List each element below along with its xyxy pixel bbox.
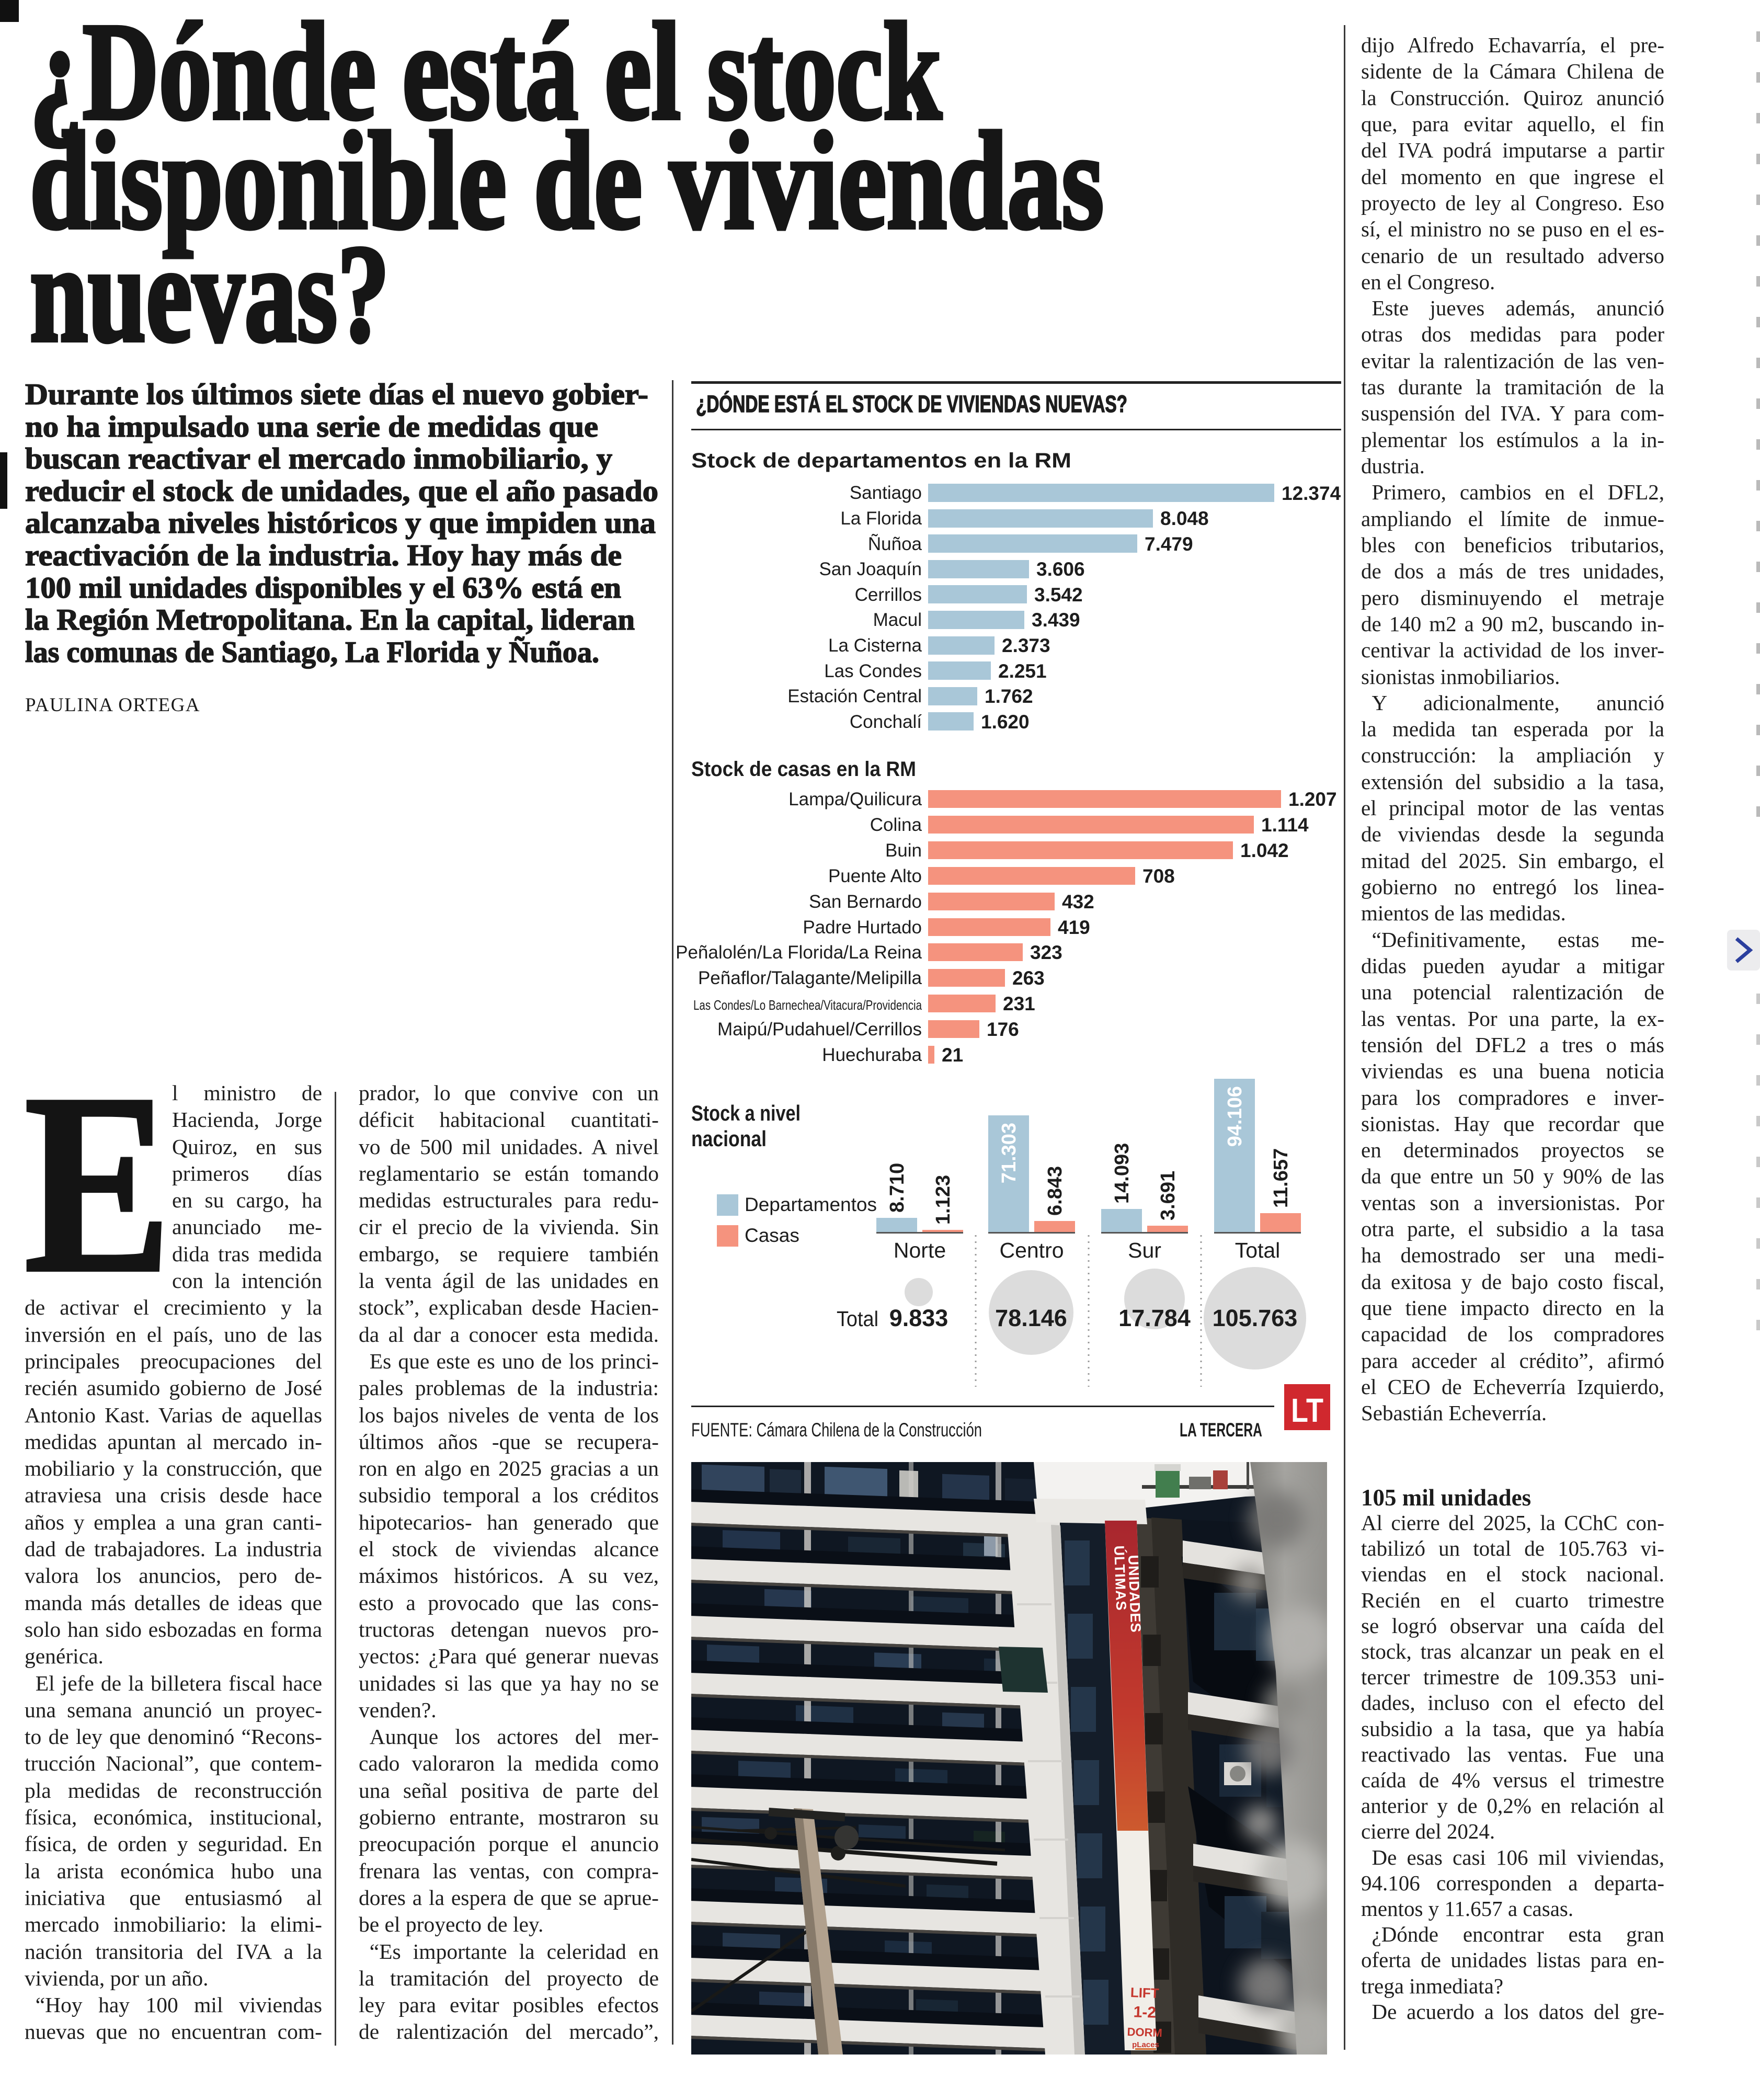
- svg-text:Macul: Macul: [873, 610, 922, 630]
- svg-text:432: 432: [1062, 891, 1094, 912]
- svg-text:ÚLTIMAS: ÚLTIMAS: [1111, 1545, 1129, 1611]
- svg-text:La Florida: La Florida: [840, 508, 922, 529]
- svg-text:Casas: Casas: [745, 1225, 799, 1246]
- svg-text:buscan reactivar el mercado in: buscan reactivar el mercado inmobiliario…: [25, 442, 612, 475]
- svg-text:3.439: 3.439: [1032, 609, 1080, 631]
- svg-text:las comunas de Santiago, La Fl: las comunas de Santiago, La Florida y Ñu…: [25, 636, 599, 669]
- svg-text:disponible de viviendas: disponible de viviendas: [30, 104, 1104, 258]
- svg-text:21: 21: [942, 1044, 963, 1066]
- svg-text:3.691: 3.691: [1157, 1171, 1179, 1220]
- svg-text:PAULINA ORTEGA: PAULINA ORTEGA: [25, 694, 200, 716]
- svg-text:Maipú/Pudahuel/Cerrillos: Maipú/Pudahuel/Cerrillos: [717, 1019, 922, 1040]
- svg-text:Lampa/Quilicura: Lampa/Quilicura: [788, 789, 922, 809]
- svg-text:DORM: DORM: [1127, 2025, 1162, 2039]
- svg-text:¿DÓNDE ESTÁ EL STOCK DE VIVIEN: ¿DÓNDE ESTÁ EL STOCK DE VIVIENDAS NUEVAS…: [696, 391, 1127, 417]
- svg-text:Puente Alto: Puente Alto: [828, 866, 922, 886]
- svg-text:78.146: 78.146: [995, 1305, 1067, 1331]
- svg-text:pLaces: pLaces: [1132, 2040, 1159, 2049]
- svg-text:FUENTE: Cámara Chilena de la C: FUENTE: Cámara Chilena de la Construcció…: [691, 1419, 982, 1441]
- svg-text:3.606: 3.606: [1036, 558, 1085, 580]
- svg-text:2.373: 2.373: [1002, 635, 1050, 656]
- svg-text:231: 231: [1003, 993, 1035, 1014]
- svg-text:14.093: 14.093: [1111, 1143, 1133, 1204]
- svg-text:Centro: Centro: [999, 1238, 1064, 1262]
- svg-text:2.251: 2.251: [998, 660, 1047, 682]
- svg-text:Norte: Norte: [894, 1238, 946, 1262]
- svg-text:419: 419: [1058, 917, 1090, 938]
- svg-text:Peñaflor/Talagante/Melipilla: Peñaflor/Talagante/Melipilla: [698, 968, 922, 988]
- svg-text:8.710: 8.710: [886, 1163, 908, 1213]
- svg-text:1.207: 1.207: [1288, 789, 1337, 810]
- svg-text:alcanzaba niveles históricos y: alcanzaba niveles históricos y que impid…: [25, 507, 656, 540]
- svg-text:9.833: 9.833: [889, 1305, 948, 1331]
- svg-text:Stock a nivel: Stock a nivel: [691, 1101, 801, 1125]
- svg-text:Total: Total: [1235, 1238, 1281, 1262]
- svg-text:La Cisterna: La Cisterna: [828, 635, 922, 656]
- svg-text:94.106: 94.106: [1224, 1086, 1246, 1147]
- svg-text:Santiago: Santiago: [850, 483, 922, 503]
- svg-text:LT: LT: [1291, 1391, 1323, 1429]
- svg-text:reducir el stock de unidades,: reducir el stock de unidades, que el año…: [25, 475, 658, 508]
- svg-text:E: E: [24, 1041, 172, 1326]
- svg-text:Las Condes/Lo Barnechea/Vitacu: Las Condes/Lo Barnechea/Vitacura/Provide…: [693, 997, 922, 1013]
- svg-text:1.123: 1.123: [932, 1175, 954, 1225]
- svg-text:Departamentos: Departamentos: [745, 1194, 877, 1215]
- svg-text:Sur: Sur: [1128, 1238, 1161, 1262]
- svg-text:1-2: 1-2: [1133, 2003, 1156, 2021]
- svg-text:1.114: 1.114: [1261, 814, 1309, 836]
- svg-text:la Región Metropolitana. En la: la Región Metropolitana. En la capital, …: [25, 603, 635, 636]
- svg-text:1.762: 1.762: [985, 686, 1033, 707]
- svg-text:8.048: 8.048: [1160, 508, 1209, 529]
- svg-text:263: 263: [1012, 967, 1045, 989]
- svg-text:3.542: 3.542: [1034, 584, 1083, 606]
- svg-text:¿Dónde está el stock: ¿Dónde está el stock: [30, 0, 942, 149]
- svg-text:Ñuñoa: Ñuñoa: [868, 534, 922, 554]
- svg-text:176: 176: [987, 1019, 1019, 1040]
- svg-text:Huechuraba: Huechuraba: [822, 1045, 922, 1065]
- svg-text:323: 323: [1030, 942, 1062, 963]
- svg-text:San Bernardo: San Bernardo: [809, 892, 922, 912]
- svg-text:Colina: Colina: [870, 815, 922, 835]
- svg-text:100 mil unidades disponibles y: 100 mil unidades disponibles y el 63% es…: [25, 572, 621, 604]
- svg-text:71.303: 71.303: [998, 1123, 1020, 1183]
- svg-text:Stock de departamentos en la R: Stock de departamentos en la RM: [691, 449, 1071, 472]
- svg-text:nacional: nacional: [691, 1126, 767, 1151]
- svg-text:708: 708: [1142, 865, 1175, 887]
- svg-text:105.763: 105.763: [1213, 1305, 1298, 1331]
- svg-text:Cerrillos: Cerrillos: [855, 585, 922, 605]
- svg-text:San Joaquín: San Joaquín: [819, 559, 922, 579]
- svg-text:7.479: 7.479: [1145, 533, 1193, 555]
- svg-text:UNIDADES: UNIDADES: [1125, 1555, 1144, 1633]
- svg-text:no ha impulsado una serie de m: no ha impulsado una serie de medidas que: [25, 410, 598, 443]
- svg-text:LA TERCERA: LA TERCERA: [1180, 1419, 1262, 1441]
- svg-text:Las Condes: Las Condes: [824, 661, 922, 681]
- svg-text:Buin: Buin: [885, 840, 922, 861]
- svg-text:1.620: 1.620: [981, 711, 1030, 733]
- svg-text:LIFT: LIFT: [1130, 1984, 1159, 2001]
- svg-text:Stock de casas en la RM: Stock de casas en la RM: [691, 758, 916, 781]
- svg-text:Durante los últimos siete días: Durante los últimos siete días el nuevo …: [25, 378, 648, 411]
- svg-text:reactivación de la industria.: reactivación de la industria. Hoy hay má…: [25, 539, 622, 572]
- svg-text:nuevas?: nuevas?: [30, 216, 390, 371]
- svg-text:Peñalolén/La Florida/La Reina: Peñalolén/La Florida/La Reina: [676, 942, 922, 963]
- svg-text:12.374: 12.374: [1282, 483, 1341, 504]
- svg-text:6.843: 6.843: [1044, 1166, 1066, 1216]
- svg-text:Estación Central: Estación Central: [787, 686, 922, 706]
- svg-text:Padre Hurtado: Padre Hurtado: [803, 917, 922, 938]
- svg-text:11.657: 11.657: [1270, 1148, 1292, 1208]
- svg-text:17.784: 17.784: [1118, 1305, 1191, 1331]
- svg-text:Conchalí: Conchalí: [850, 712, 922, 732]
- svg-text:1.042: 1.042: [1240, 840, 1289, 861]
- svg-text:Total: Total: [837, 1307, 878, 1331]
